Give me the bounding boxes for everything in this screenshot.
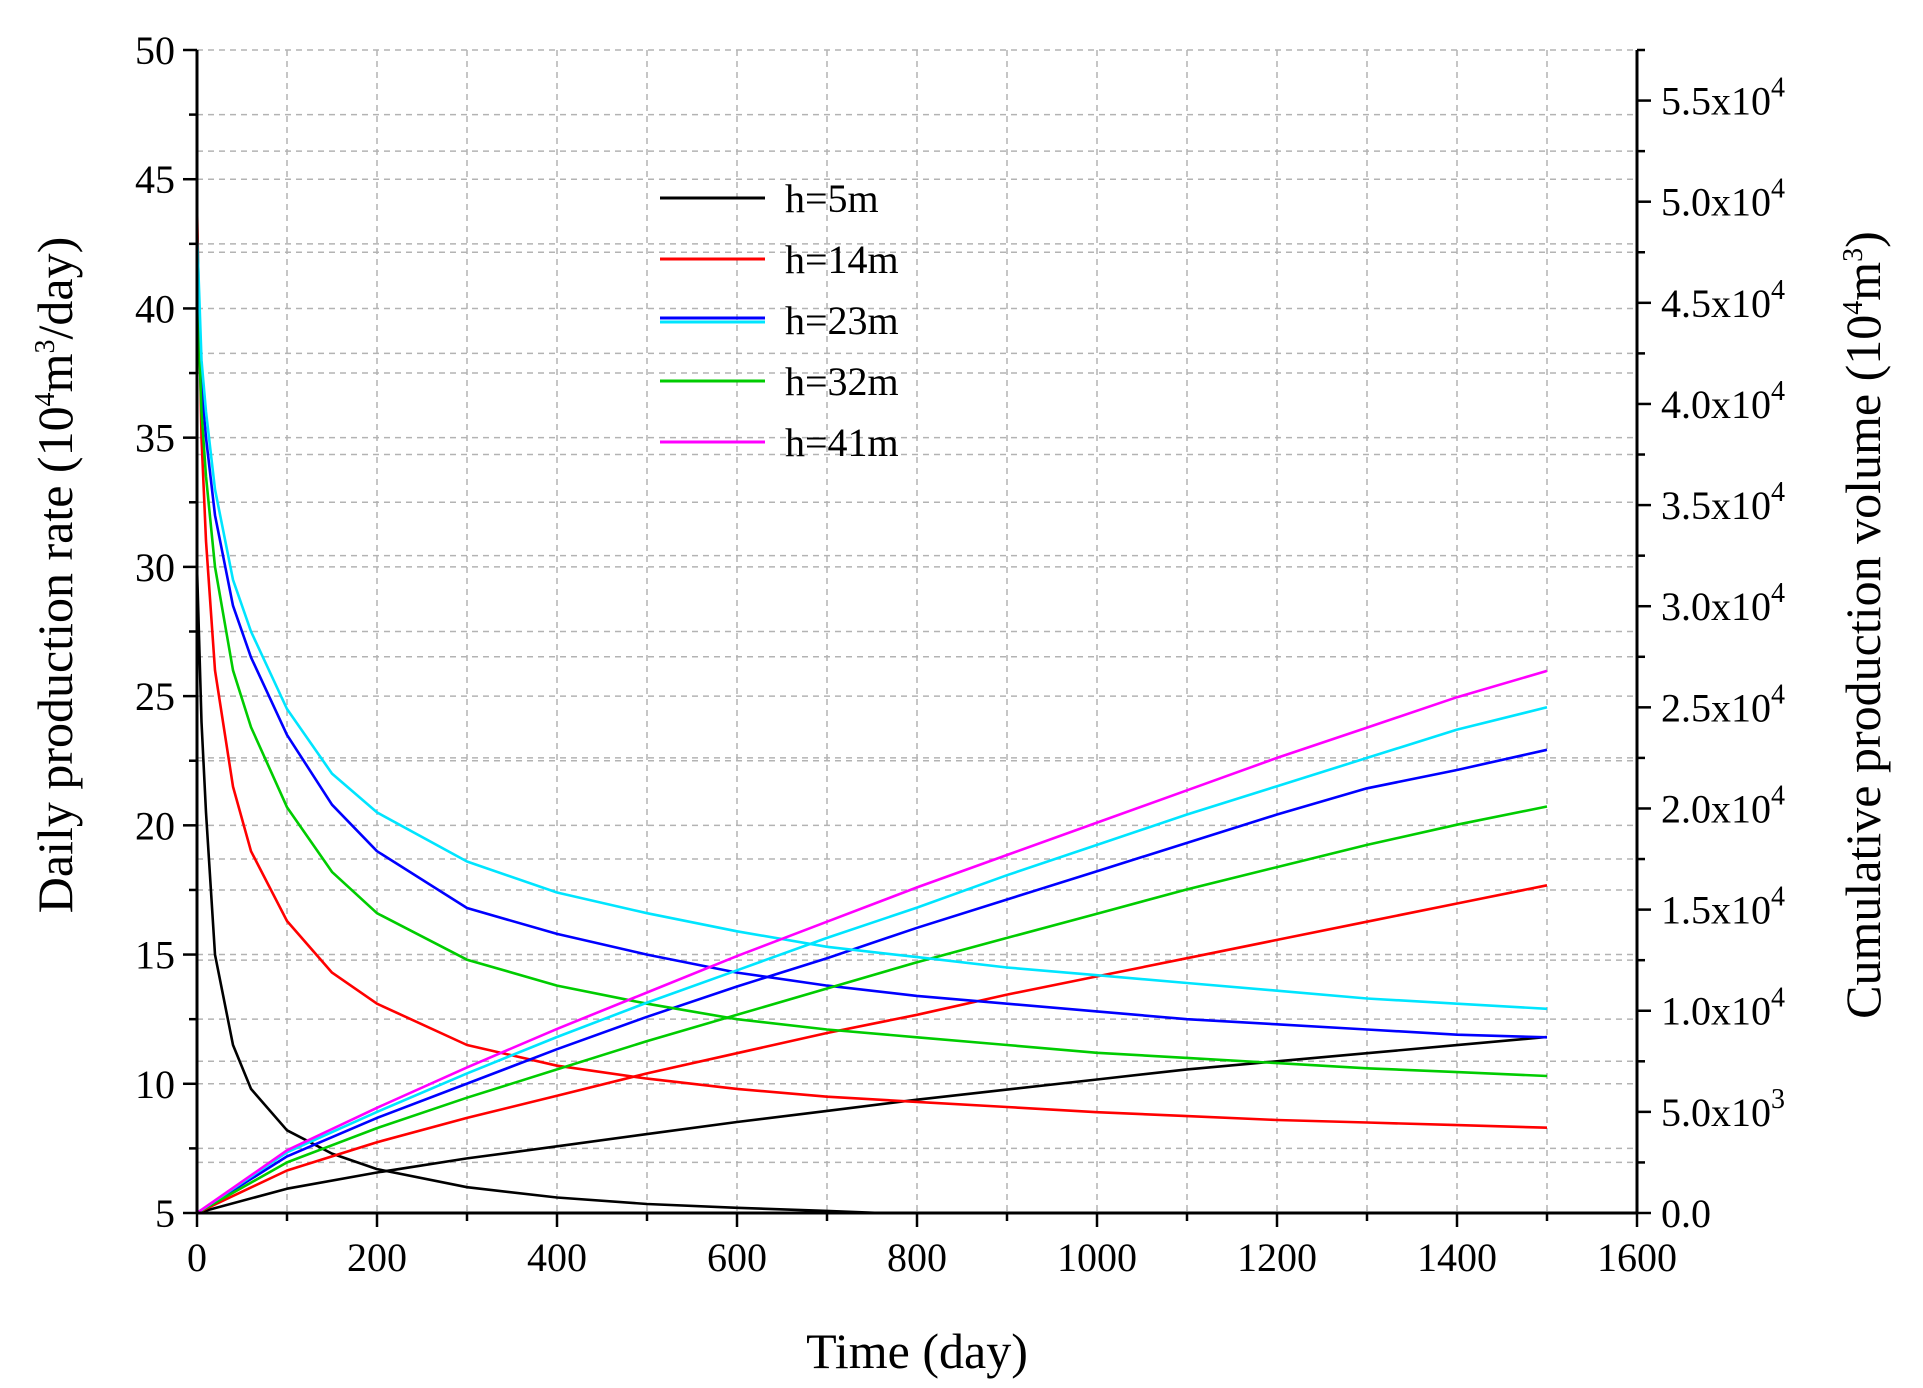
grid <box>197 49 1637 1213</box>
y2-tick-label: 5.5x104 <box>1661 73 1785 124</box>
x-tick-label: 0 <box>187 1235 207 1280</box>
y-axis-title-post: /day) <box>27 237 83 340</box>
ticks: 0 200 400 600 800 1000 1200 1400 1600 5 10 15 20 25 30… <box>135 28 1785 1280</box>
x-tick-label: 1600 <box>1597 1235 1677 1280</box>
series-line-2 <box>195 205 1548 1129</box>
y-tick-label: 10 <box>135 1062 175 1107</box>
y2-tick-label: 5.0x104 <box>1661 174 1785 225</box>
y2-axis-title-sup1: 4 <box>1838 301 1869 315</box>
y-tick-label: 45 <box>135 157 175 202</box>
series-group <box>195 205 1548 1215</box>
x-axis-title: Time (day) <box>806 1323 1028 1379</box>
y-axis-title-mid: m <box>27 353 83 392</box>
y2-axis-title-mid: m <box>1835 262 1891 301</box>
y-tick-label: 5 <box>155 1191 175 1236</box>
y-tick-label: 20 <box>135 803 175 848</box>
y-tick-label: 50 <box>135 28 175 73</box>
x-tick-label: 800 <box>887 1235 947 1280</box>
y2-tick-label: 3.0x104 <box>1661 578 1785 629</box>
y-tick-label: 35 <box>135 416 175 461</box>
series-line-9 <box>196 706 1548 1215</box>
series-line-0 <box>195 566 882 1215</box>
y2-tick-label: 3.5x104 <box>1661 477 1785 528</box>
series-line-8 <box>195 230 1548 1011</box>
y-axis-title-pre: Daily production rate (10 <box>27 406 83 913</box>
series-line-1 <box>196 1035 1548 1215</box>
y2-tick-label: 1.5x104 <box>1661 882 1785 933</box>
y-tick-label: 25 <box>135 674 175 719</box>
y-tick-label: 40 <box>135 286 175 331</box>
x-tick-label: 200 <box>347 1235 407 1280</box>
y-axis-title: Daily production rate (104m3/day) <box>27 237 83 913</box>
y2-tick-label: 2.5x104 <box>1661 679 1785 730</box>
legend-label: h=32m <box>785 359 899 404</box>
series-line-7 <box>196 805 1548 1215</box>
y2-axis-title-post: ) <box>1835 231 1891 248</box>
y2-tick-label: 2.0x104 <box>1661 780 1785 831</box>
legend-label: h=41m <box>785 420 899 465</box>
x-tick-label: 1000 <box>1057 1235 1137 1280</box>
y2-tick-label: 4.0x104 <box>1661 376 1785 427</box>
series-line-6 <box>195 282 1548 1078</box>
y2-tick-label: 4.5x104 <box>1661 275 1785 326</box>
series-line-5 <box>196 748 1548 1215</box>
y-axis-title-sup2: 3 <box>30 340 61 354</box>
y2-tick-label: 0.0 <box>1661 1191 1711 1236</box>
y2-tick-label: 5.0x103 <box>1661 1084 1785 1135</box>
x-tick-label: 1200 <box>1237 1235 1317 1280</box>
series-line-4 <box>195 256 1548 1039</box>
y2-axis-title: Cumulative production volume (104m3) <box>1835 231 1891 1019</box>
legend-label: h=5m <box>785 176 879 221</box>
legend: h=5m h=14m h=23m h=32m h=41m <box>660 176 899 465</box>
y-tick-label: 30 <box>135 545 175 590</box>
x-tick-label: 400 <box>527 1235 587 1280</box>
legend-label: h=23m <box>785 298 899 343</box>
legend-label: h=14m <box>785 237 899 282</box>
y2-tick-label: 1.0x104 <box>1661 983 1785 1034</box>
y2-axis-title-sup2: 3 <box>1838 248 1869 262</box>
series-line-10 <box>196 669 1548 1215</box>
y2-axis-title-pre: Cumulative production volume (10 <box>1835 315 1891 1019</box>
series-line-3 <box>196 884 1548 1215</box>
x-tick-label: 600 <box>707 1235 767 1280</box>
y-axis-title-sup1: 4 <box>30 392 61 406</box>
x-tick-label: 1400 <box>1417 1235 1497 1280</box>
y-tick-label: 15 <box>135 933 175 978</box>
